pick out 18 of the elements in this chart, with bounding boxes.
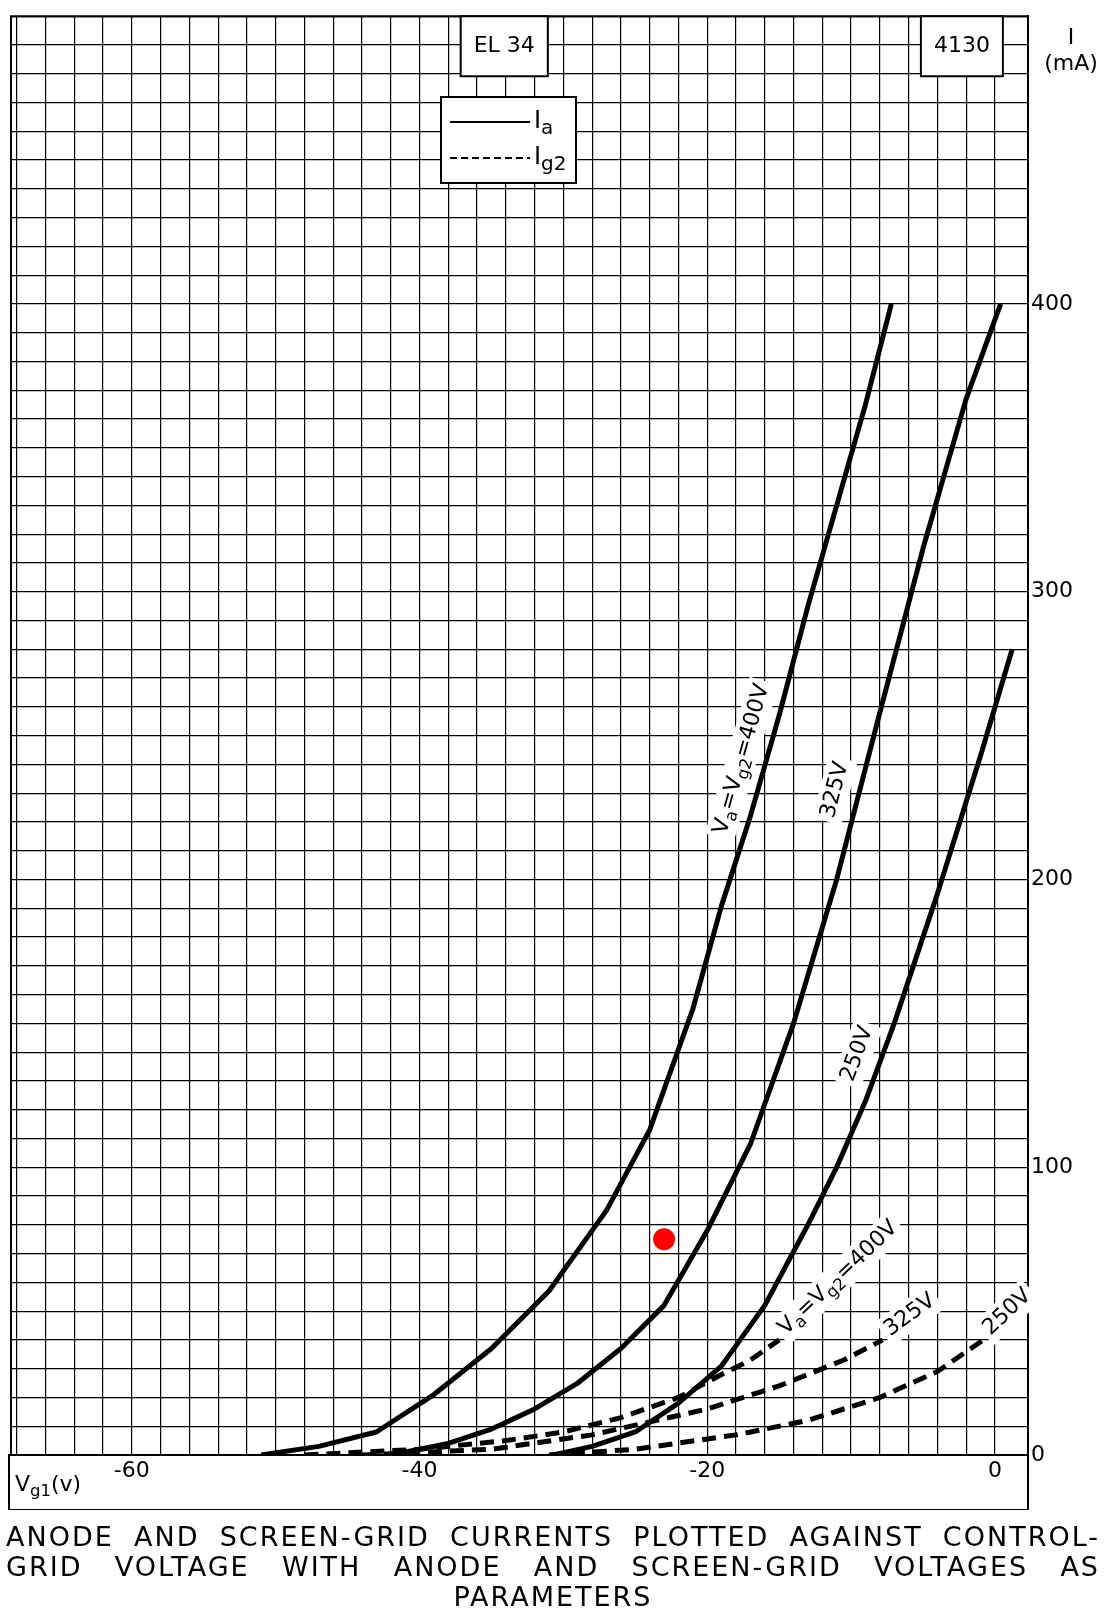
annotation: EL 34 [473, 31, 535, 57]
y-axis-title: I (mA) [1044, 23, 1098, 75]
annotation: I$_{g2}$ [534, 141, 567, 175]
y-tick-label: 0 [1031, 1440, 1045, 1466]
text: 250V [834, 1022, 878, 1085]
x-tick-label: -60 [113, 1456, 150, 1482]
text: ANODE AND SCREEN-GRID CURRENTS PLOTTED AGAINST CONTROL-GRID VOLTAGE WITH ANODE AND SCREEN-GRID VOLTAGES AS PARAMETERS [6, 1521, 1100, 1612]
annotation: I$_{a}$ [534, 105, 554, 139]
y-tick-label: 300 [1031, 577, 1073, 603]
text: Va=Vg2=400V [706, 680, 774, 837]
text: 325V [814, 758, 853, 821]
annotation: 4130 [933, 31, 990, 57]
x-tick-label: 0 [987, 1456, 1002, 1482]
x-tick-label: -20 [689, 1456, 726, 1482]
y-tick-label: 200 [1031, 865, 1073, 891]
x-tick-label: -40 [401, 1456, 438, 1482]
y-tick-label: 100 [1031, 1152, 1073, 1178]
y-tick-label: 400 [1031, 289, 1073, 315]
